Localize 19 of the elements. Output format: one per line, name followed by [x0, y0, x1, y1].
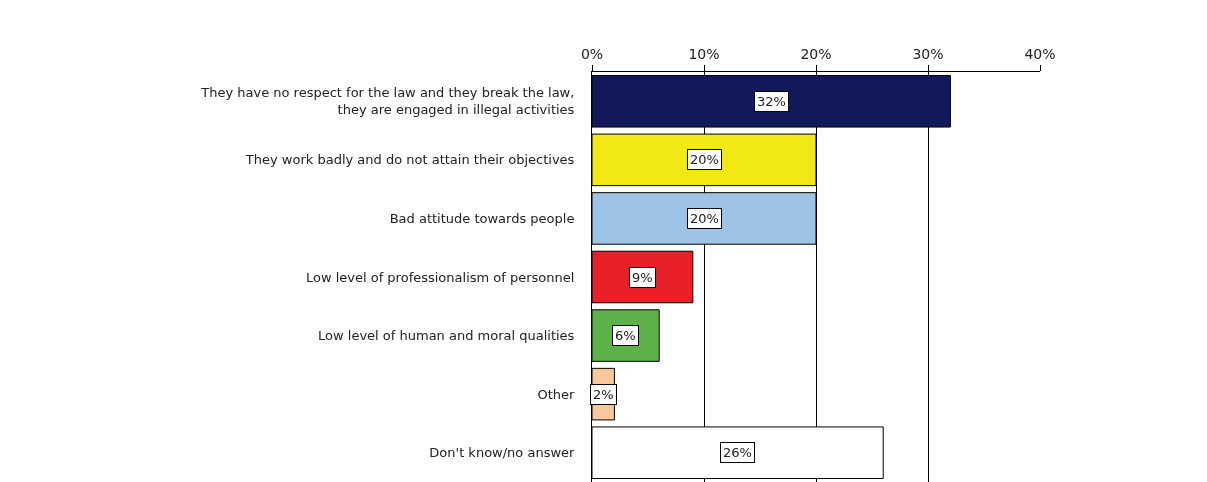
data-label: 32% — [757, 94, 786, 109]
y-tick-label: Don't know/no answer — [429, 445, 576, 461]
data-label: 2% — [593, 387, 614, 402]
x-tick-label: 20% — [800, 46, 832, 63]
y-tick-label: They work badly and do not attain their objectives — [244, 152, 575, 168]
x-tick-label: 40% — [1024, 46, 1056, 63]
data-label: 20% — [690, 211, 719, 226]
y-tick-label: Other — [537, 386, 576, 402]
x-tick-label: 10% — [688, 46, 720, 63]
y-tick-label: They have no respect for the law and they break the law, they are engaged in illegal activities — [200, 85, 575, 118]
y-tick-label: Low level of professionalism of personnel — [305, 269, 575, 285]
data-label: 20% — [690, 152, 719, 167]
y-tick-label: Bad attitude towards people — [389, 210, 575, 226]
y-tick-label: Low level of human and moral qualities — [318, 328, 575, 344]
x-tick-label: 30% — [912, 46, 944, 63]
data-label: 26% — [723, 445, 752, 460]
x-tick-label: 0% — [580, 46, 604, 63]
data-label: 9% — [632, 270, 653, 285]
data-label: 6% — [615, 328, 636, 343]
